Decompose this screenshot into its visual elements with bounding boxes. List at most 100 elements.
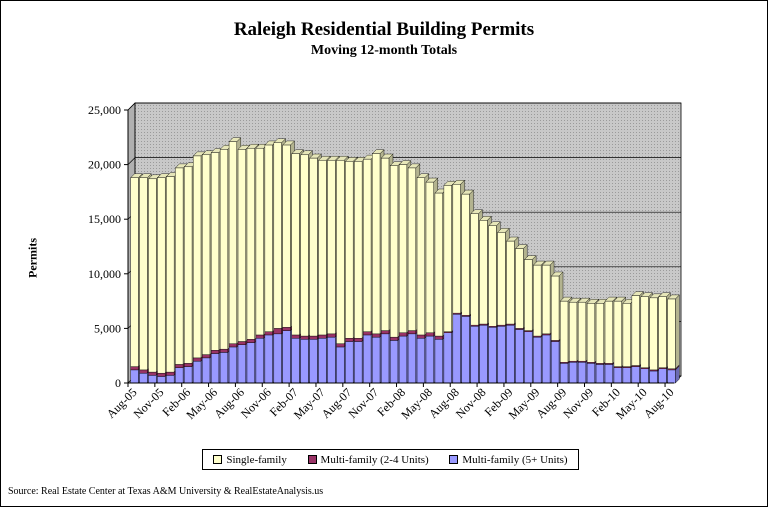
bar-single-family bbox=[139, 177, 148, 371]
bar-multi-family-5-units bbox=[300, 339, 309, 384]
bar-multi-family-2-4-units bbox=[130, 366, 139, 371]
x-tick-label: Nov-08 bbox=[453, 385, 489, 421]
bar-single-family bbox=[363, 158, 372, 332]
bar-top-single-family bbox=[130, 173, 143, 178]
bar-multi-family-2-4-units bbox=[264, 331, 273, 336]
bar-multi-family-2-4-units bbox=[434, 335, 443, 340]
bar-multi-family-5-units bbox=[246, 342, 255, 384]
bar-multi-family-2-4-units bbox=[416, 334, 425, 339]
bar-top-single-family bbox=[506, 236, 519, 242]
bar-single-family bbox=[157, 177, 166, 374]
bar-multi-family-5-units bbox=[649, 370, 658, 384]
bar-multi-family-5-units bbox=[470, 326, 479, 384]
chart-title: Raleigh Residential Building Permits bbox=[233, 19, 535, 40]
bar-single-family bbox=[586, 303, 596, 363]
bar-top-single-family bbox=[497, 228, 510, 233]
bar-top-single-family bbox=[479, 216, 492, 221]
bar-top-single-family bbox=[550, 271, 564, 277]
bar-single-family bbox=[193, 155, 202, 359]
bar-multi-family-2-4-units bbox=[425, 332, 434, 337]
bar-multi-family-5-units bbox=[533, 336, 542, 384]
bar-multi-family-5-units bbox=[595, 364, 604, 384]
bar-multi-family-5-units bbox=[184, 366, 193, 384]
bar-multi-family-2-4-units bbox=[228, 343, 237, 348]
bar-single-family bbox=[327, 160, 336, 335]
bar-multi-family-2-4-units bbox=[237, 341, 246, 345]
bar-multi-family-5-units bbox=[425, 335, 434, 384]
bar-single-family bbox=[148, 178, 157, 373]
bar-single-family bbox=[264, 144, 273, 332]
bar-single-family bbox=[228, 141, 237, 344]
source-note: Source: Real Estate Center at Texas A&M … bbox=[8, 486, 324, 497]
bar-multi-family-5-units bbox=[390, 340, 399, 384]
bar-top-single-family bbox=[407, 163, 421, 169]
bar-single-family bbox=[658, 296, 667, 368]
bar-multi-family-5-units bbox=[139, 372, 148, 384]
bar-top-single-family bbox=[658, 292, 671, 297]
bar-multi-family-5-units bbox=[586, 363, 596, 384]
bar-multi-family-2-4-units bbox=[193, 357, 202, 362]
y-tick-label: 15,000 bbox=[88, 212, 121, 226]
bar-single-family bbox=[202, 154, 211, 355]
bar-single-family bbox=[175, 167, 184, 365]
legend-label-multi-family-2-4: Multi-family (2-4 Units) bbox=[320, 453, 429, 466]
bar-multi-family-2-4-units bbox=[407, 330, 416, 335]
bar-multi-family-5-units bbox=[434, 339, 443, 384]
bar-single-family bbox=[506, 240, 515, 325]
bar-top-single-family bbox=[640, 292, 654, 297]
bar-single-family bbox=[336, 160, 345, 344]
x-tick-label: Nov-05 bbox=[131, 385, 167, 421]
bar-top-single-family bbox=[273, 138, 287, 143]
bar-top-single-family bbox=[282, 140, 295, 146]
bar-multi-family-5-units bbox=[282, 330, 291, 384]
legend-swatch-multi-family-5plus bbox=[449, 455, 459, 464]
bar-top-single-family bbox=[461, 189, 474, 195]
bar-multi-family-5-units bbox=[318, 338, 327, 384]
bar-multi-family-2-4-units bbox=[282, 327, 291, 331]
bar-single-family bbox=[390, 165, 399, 338]
legend-label-single-family: Single-family bbox=[226, 453, 287, 466]
bar-top-single-family bbox=[371, 149, 385, 154]
y-tick-label: 10,000 bbox=[88, 267, 121, 281]
bar-multi-family-2-4-units bbox=[300, 335, 309, 340]
bar-multi-family-5-units bbox=[515, 329, 524, 384]
x-tick-label: Nov-09 bbox=[560, 385, 596, 421]
bar-multi-family-2-4-units bbox=[390, 336, 399, 341]
bar-single-family bbox=[470, 213, 479, 326]
bar-multi-family-5-units bbox=[381, 333, 390, 384]
bar-multi-family-2-4-units bbox=[336, 343, 345, 348]
bar-single-family bbox=[318, 160, 327, 336]
bar-multi-family-5-units bbox=[524, 331, 533, 384]
bar-top-single-family bbox=[416, 173, 430, 178]
bar-multi-family-2-4-units bbox=[327, 333, 336, 338]
bar-multi-family-2-4-units bbox=[363, 331, 372, 336]
bar-multi-family-2-4-units bbox=[157, 372, 166, 377]
bar-top-single-family bbox=[541, 260, 555, 266]
bar-multi-family-5-units bbox=[658, 368, 667, 384]
bar-multi-family-5-units bbox=[327, 336, 336, 384]
bar-multi-family-5-units bbox=[130, 369, 139, 384]
bar-single-family bbox=[497, 232, 506, 326]
bar-single-family bbox=[613, 300, 622, 367]
bar-single-family bbox=[443, 185, 452, 332]
bar-multi-family-5-units bbox=[210, 353, 220, 384]
bar-multi-family-5-units bbox=[631, 366, 640, 384]
bar-single-family bbox=[577, 301, 587, 362]
x-tick-label: Aug-10 bbox=[641, 385, 677, 421]
bar-top-single-family bbox=[470, 209, 483, 214]
bar-single-family bbox=[282, 144, 291, 328]
bar-top-single-family bbox=[300, 150, 313, 155]
bar-single-family bbox=[569, 301, 578, 362]
bar-top-single-family bbox=[336, 156, 349, 161]
bar-single-family bbox=[434, 192, 443, 337]
bar-multi-family-5-units bbox=[255, 338, 264, 384]
bar-multi-family-5-units bbox=[273, 333, 282, 384]
bar-multi-family-5-units bbox=[461, 316, 470, 384]
bar-top-single-family bbox=[452, 180, 466, 185]
bar-multi-family-5-units bbox=[363, 334, 372, 384]
bar-multi-family-2-4-units bbox=[202, 354, 211, 359]
bar-multi-family-5-units bbox=[452, 314, 461, 384]
bar-single-family bbox=[309, 157, 318, 337]
chart-subtitle: Moving 12-month Totals bbox=[310, 43, 458, 58]
bar-multi-family-5-units bbox=[613, 367, 622, 384]
